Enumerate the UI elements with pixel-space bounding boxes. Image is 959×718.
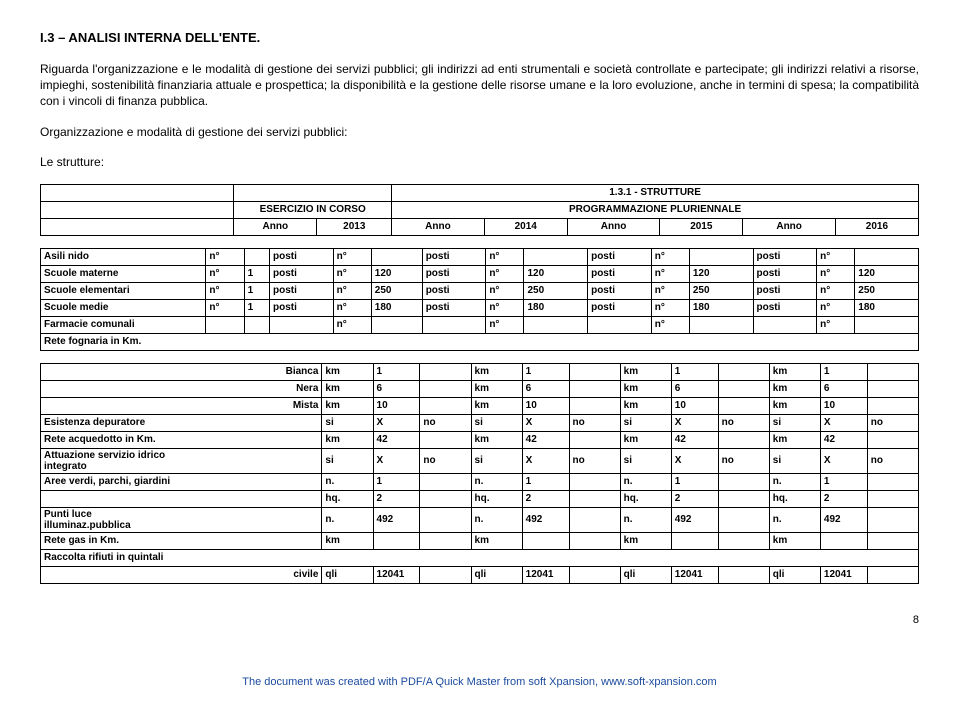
paragraph-1: Riguarda l'organizzazione e le modalità … [40,61,919,110]
row-fognaria: Rete fognaria in Km. [41,333,919,350]
row-acquedotto: Rete acquedotto in Km. km42 km42 km42 km… [41,431,919,448]
footer-text: The document was created with PDF/A Quic… [40,676,919,688]
row-idrico: Attuazione servizio idricointegrato siXn… [41,448,919,473]
page-number: 8 [40,614,919,626]
paragraph-3: Le strutture: [40,154,919,170]
row-materne: Scuole maternen°1 postin°120 postin°120 … [41,265,919,282]
table-title: 1.3.1 - STRUTTURE [392,184,919,201]
row-mista: Mista km10 km10 km10 km10 [41,397,919,414]
row-bianca: Bianca km1 km1 km1 km1 [41,363,919,380]
row-aree: Aree verdi, parchi, giardini n.1 n.1 n.1… [41,473,919,490]
page-title: I.3 – ANALISI INTERNA DELL'ENTE. [40,30,919,45]
services-table: Bianca km1 km1 km1 km1 Nera km6 km6 km6 … [40,363,919,584]
row-hq: hq.2 hq.2 hq.2 hq.2 [41,490,919,507]
row-civile: civile qli12041 qli12041 qli12041 qli120… [41,566,919,583]
row-rifiuti: Raccolta rifiuti in quintali [41,549,919,566]
structure-header-table: 1.3.1 - STRUTTURE ESERCIZIO IN CORSO PRO… [40,184,919,236]
programmazione-label: PROGRAMMAZIONE PLURIENNALE [392,201,919,218]
row-elementari: Scuole elementarin°1 postin°250 postin°2… [41,282,919,299]
row-nera: Nera km6 km6 km6 km6 [41,380,919,397]
row-asili: Asili nido n° posti n° posti n° posti n°… [41,248,919,265]
row-gas: Rete gas in Km. km km km km [41,532,919,549]
row-depuratore: Esistenza depuratore siXno siXno siXno s… [41,414,919,431]
paragraph-2: Organizzazione e modalità di gestione de… [40,124,919,140]
row-punti: Punti luceilluminaz.pubblica n.492 n.492… [41,507,919,532]
esercizio-label: ESERCIZIO IN CORSO [234,201,392,218]
row-farmacie: Farmacie comunali n° n° n° n° [41,316,919,333]
row-medie: Scuole medien°1 postin°180 postin°180 po… [41,299,919,316]
schools-table: Asili nido n° posti n° posti n° posti n°… [40,248,919,351]
